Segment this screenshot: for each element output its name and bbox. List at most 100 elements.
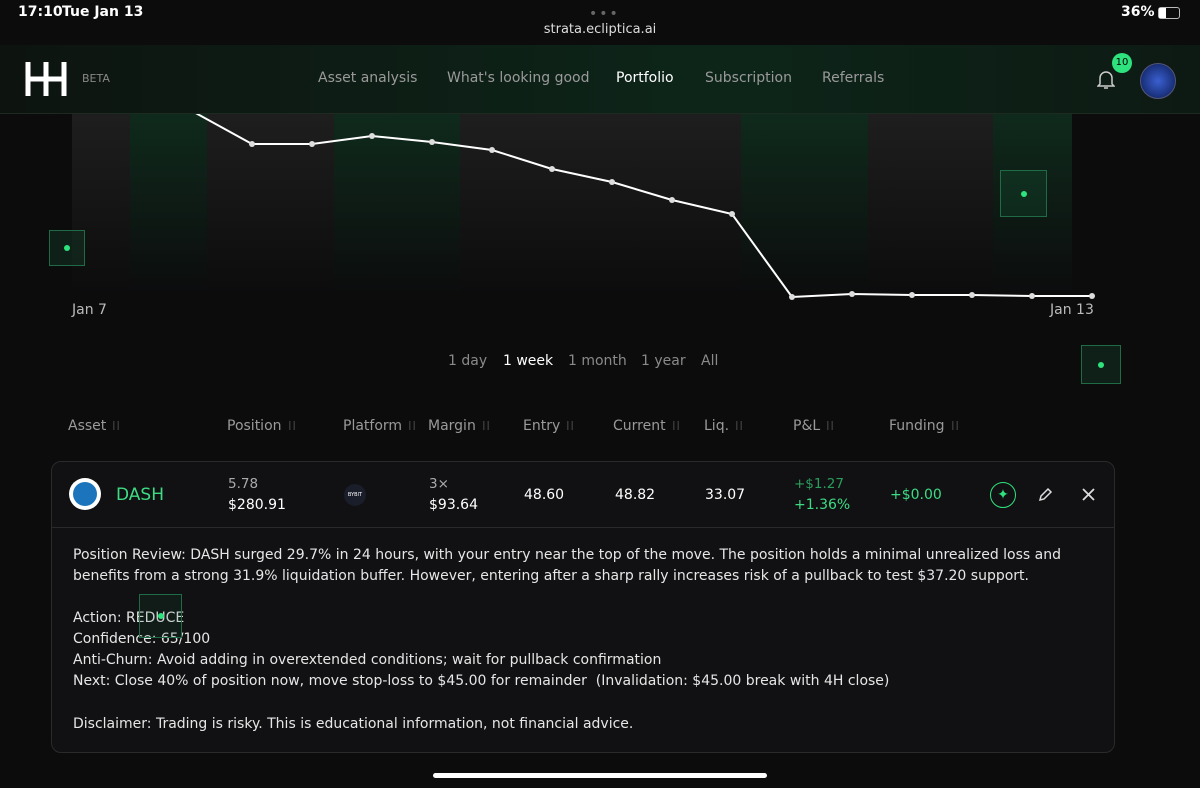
nav-link[interactable]: Subscription bbox=[705, 70, 792, 86]
nav-link[interactable]: What's looking good bbox=[447, 70, 590, 86]
dash-icon bbox=[69, 478, 101, 510]
chart bbox=[72, 114, 1095, 300]
decor-square bbox=[1000, 170, 1047, 217]
entry: 48.60 bbox=[524, 487, 565, 503]
column-label: Position bbox=[227, 418, 282, 434]
nav-link[interactable]: Portfolio bbox=[616, 70, 674, 86]
point bbox=[969, 292, 975, 298]
sort-icon bbox=[567, 421, 573, 430]
band bbox=[993, 114, 1072, 294]
ai-button[interactable]: ✦ bbox=[990, 482, 1016, 508]
avatar[interactable] bbox=[1140, 63, 1176, 99]
column-header[interactable]: Funding bbox=[889, 418, 959, 434]
review-summary: Position Review: DASH surged 29.7% in 24… bbox=[73, 547, 1061, 584]
column-label: Current bbox=[613, 418, 666, 434]
pnl-pct: +1.36% bbox=[794, 497, 851, 513]
sort-icon bbox=[113, 421, 119, 430]
leverage: 3× bbox=[429, 476, 449, 492]
column-header[interactable]: Platform bbox=[343, 418, 416, 434]
column-label: Funding bbox=[889, 418, 945, 434]
sort-icon bbox=[827, 421, 833, 430]
line bbox=[195, 114, 1092, 299]
bell[interactable] bbox=[1097, 70, 1115, 90]
review-line: Confidence: 65/100 bbox=[73, 631, 211, 647]
range-button[interactable]: 1 week bbox=[503, 353, 554, 369]
home-indicator bbox=[433, 773, 767, 778]
point bbox=[609, 179, 615, 185]
point bbox=[849, 291, 855, 297]
platform: BYBIT bbox=[344, 484, 366, 506]
nav-link[interactable]: Asset analysis bbox=[318, 70, 418, 86]
point bbox=[1029, 293, 1035, 299]
decor-square bbox=[49, 230, 85, 266]
column-header[interactable]: Asset bbox=[68, 418, 120, 434]
point bbox=[909, 292, 915, 298]
date-label: Jan 7 bbox=[72, 302, 107, 318]
column-header[interactable]: Entry bbox=[523, 418, 574, 434]
chart-bg bbox=[72, 114, 1072, 294]
band bbox=[130, 114, 207, 294]
column-label: Platform bbox=[343, 418, 403, 434]
edit-button[interactable] bbox=[1038, 487, 1053, 502]
column-header[interactable]: Position bbox=[227, 418, 296, 434]
column-header[interactable]: Liq. bbox=[704, 418, 743, 434]
pnl: +$1.27 bbox=[794, 476, 844, 492]
column-label: Margin bbox=[428, 418, 476, 434]
sort-icon bbox=[483, 421, 489, 430]
column-label: Liq. bbox=[704, 418, 730, 434]
range-button[interactable]: 1 month bbox=[568, 353, 627, 369]
close-button[interactable] bbox=[1082, 488, 1095, 501]
disclaimer: Disclaimer: Trading is risky. This is ed… bbox=[73, 716, 634, 732]
dots: ••• bbox=[589, 6, 620, 22]
point bbox=[369, 133, 375, 139]
liq: 33.07 bbox=[705, 487, 746, 503]
point bbox=[729, 211, 735, 217]
range-button[interactable]: 1 day bbox=[448, 353, 488, 369]
column-label: Asset bbox=[68, 418, 107, 434]
band bbox=[334, 114, 460, 294]
battery-icon bbox=[1158, 7, 1180, 19]
point bbox=[1089, 293, 1095, 299]
review-line: Action: REDUCE bbox=[73, 610, 185, 626]
point bbox=[669, 197, 675, 203]
date-label: Jan 13 bbox=[1050, 302, 1094, 318]
point bbox=[309, 141, 315, 147]
sort-icon bbox=[289, 421, 294, 430]
point bbox=[429, 139, 435, 145]
column-header[interactable]: P&L bbox=[793, 418, 834, 434]
funding: +$0.00 bbox=[890, 487, 942, 503]
column-header[interactable]: Current bbox=[613, 418, 680, 434]
column-label: P&L bbox=[793, 418, 821, 434]
sort-icon bbox=[952, 421, 957, 430]
decor-square bbox=[139, 594, 182, 638]
point bbox=[249, 141, 255, 147]
sort-icon bbox=[736, 421, 742, 430]
column-label: Entry bbox=[523, 418, 561, 434]
beta-badge: BETA bbox=[82, 72, 110, 85]
decor-square bbox=[1081, 345, 1121, 384]
url[interactable]: strata.ecliptica.ai bbox=[543, 22, 657, 37]
position-card bbox=[51, 461, 1115, 753]
range-button[interactable]: All bbox=[701, 353, 719, 369]
battery: 36% bbox=[1121, 4, 1155, 20]
position: $280.91 bbox=[228, 497, 286, 513]
point bbox=[789, 294, 795, 300]
header bbox=[0, 45, 1200, 114]
nav-link[interactable]: Referrals bbox=[822, 70, 885, 86]
range-button[interactable]: 1 year bbox=[641, 353, 686, 369]
logo[interactable] bbox=[25, 62, 67, 96]
sort-icon bbox=[409, 421, 415, 430]
point bbox=[489, 147, 495, 153]
review-line: Anti-Churn: Avoid adding in overextended… bbox=[73, 652, 662, 668]
sort-icon bbox=[673, 421, 678, 430]
status-time: 17:10 bbox=[18, 4, 63, 20]
notification-badge: 10 bbox=[1112, 53, 1132, 73]
column-header[interactable]: Margin bbox=[428, 418, 490, 434]
status-date: Tue Jan 13 bbox=[62, 4, 144, 20]
review-line: Next: Close 40% of position now, move st… bbox=[73, 673, 890, 689]
margin: $93.64 bbox=[429, 497, 478, 513]
asset-name[interactable]: DASH bbox=[116, 485, 164, 505]
band bbox=[741, 114, 868, 294]
point bbox=[549, 166, 555, 172]
